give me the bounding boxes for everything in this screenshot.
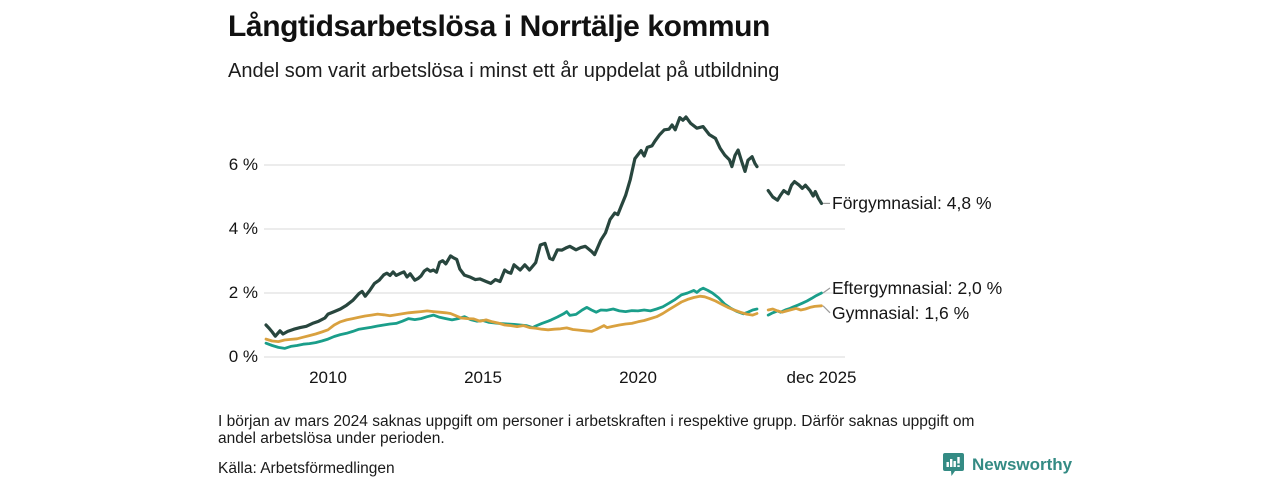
y-tick-label: 4 % bbox=[228, 219, 258, 238]
series-line-förgymnasial bbox=[264, 115, 759, 338]
newsworthy-wordmark: Newsworthy bbox=[972, 454, 1073, 474]
series-line-eftergymnasial bbox=[264, 286, 759, 350]
series-end-label-förgymnasial: Förgymnasial: 4,8 % bbox=[832, 193, 992, 214]
x-tick-label: 2020 bbox=[619, 368, 657, 387]
label-leader-lines bbox=[822, 202, 831, 314]
footnote-line-2: andel arbetslösa under perioden. bbox=[218, 430, 445, 447]
series-line-gymnasial bbox=[264, 294, 759, 344]
footnote-line-1: I början av mars 2024 saknas uppgift om … bbox=[218, 413, 975, 430]
y-tick-label: 0 % bbox=[228, 347, 258, 366]
series-end-label-gymnasial: Gymnasial: 1,6 % bbox=[832, 302, 970, 323]
series-line-förgymnasial bbox=[766, 180, 824, 205]
y-tick-label: 2 % bbox=[228, 283, 258, 302]
series-end-label-eftergymnasial: Eftergymnasial: 2,0 % bbox=[832, 278, 1003, 298]
x-tick-label: dec 2025 bbox=[786, 368, 857, 387]
chart-title: Långtidsarbetslösa i Norrtälje kommun bbox=[228, 10, 770, 43]
x-tick-label: 2015 bbox=[464, 368, 502, 387]
footnote-text: I början av mars 2024 saknas uppgift om … bbox=[218, 413, 1058, 447]
newsworthy-logo: Newsworthy bbox=[942, 452, 1072, 477]
x-tick-label: 2010 bbox=[309, 368, 347, 387]
source-attribution: Källa: Arbetsförmedlingen bbox=[218, 460, 395, 477]
series-lines bbox=[264, 115, 824, 350]
series-line-gymnasial bbox=[766, 304, 823, 314]
y-tick-label: 6 % bbox=[228, 155, 258, 174]
leader-line bbox=[822, 287, 831, 294]
leader-line bbox=[822, 305, 831, 314]
chart-subtitle: Andel som varit arbetslösa i minst ett å… bbox=[228, 60, 780, 82]
newsworthy-logo-icon bbox=[942, 452, 965, 477]
